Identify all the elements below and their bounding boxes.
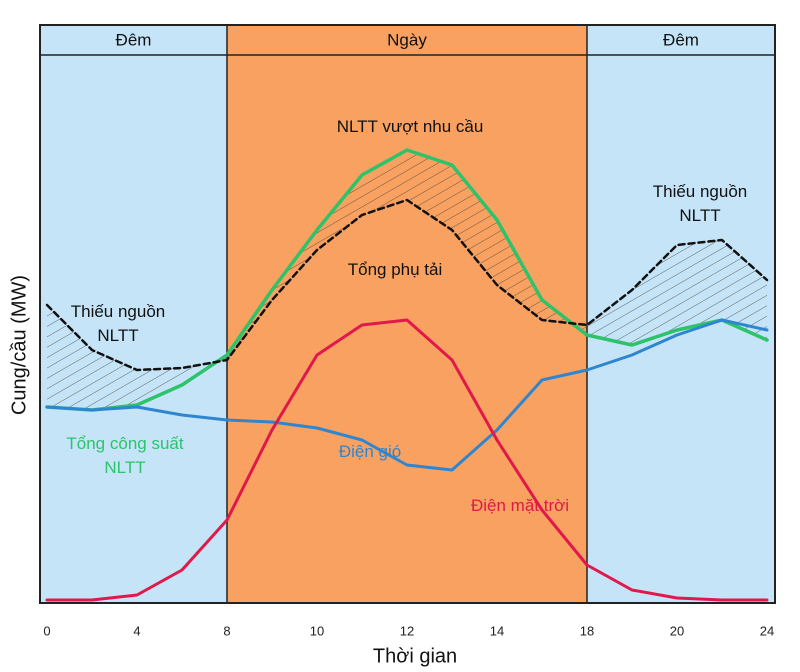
- x-tick-label: 14: [490, 623, 504, 638]
- plot-frame: [39, 24, 776, 604]
- gap-hatch: [47, 150, 767, 410]
- x-tick-label: 8: [223, 623, 230, 638]
- series-line: [45, 318, 769, 472]
- x-tick-label: 24: [760, 623, 774, 638]
- series-label: Tổng phụ tải: [347, 260, 443, 279]
- x-tick-label: 10: [310, 623, 324, 638]
- region-label: Đêm: [663, 30, 699, 49]
- region: [40, 25, 227, 603]
- annotation: NLTT vượt nhu cầu: [336, 117, 484, 136]
- x-axis-label: Thời gian: [373, 645, 457, 667]
- series-label: Điện gió: [338, 442, 402, 461]
- x-tick-label: 18: [580, 623, 594, 638]
- region-label: Ngày: [387, 30, 427, 49]
- series-label: Tổng công suất NLTT: [66, 434, 184, 477]
- series-line: [45, 198, 769, 372]
- y-axis-label: Cung/cầu (MW): [8, 275, 30, 415]
- series-line: [45, 148, 769, 412]
- series-label: Điện mặt trời: [470, 496, 570, 515]
- series-line: [45, 318, 769, 602]
- region-label: Đêm: [116, 30, 152, 49]
- x-tick-label: 4: [133, 623, 140, 638]
- x-tick-label: 12: [400, 623, 414, 638]
- x-tick-label: 0: [43, 623, 50, 638]
- x-tick-label: 20: [670, 623, 684, 638]
- annotation: Thiếu nguồn NLTT: [652, 182, 748, 225]
- region: [227, 25, 587, 603]
- annotation: Thiếu nguồn NLTT: [70, 302, 166, 345]
